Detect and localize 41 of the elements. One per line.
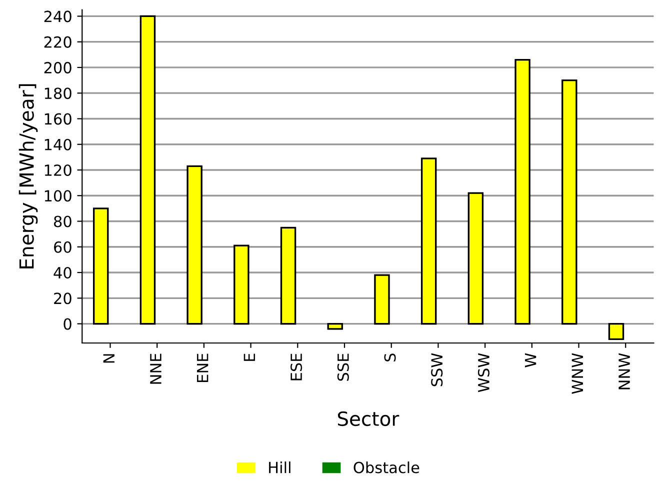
y-tick-label: 20	[54, 292, 72, 304]
y-tick-label: 60	[54, 241, 72, 253]
y-tick-label: 40	[54, 266, 72, 279]
x-tick-label: N	[103, 354, 114, 363]
bar	[374, 274, 390, 325]
y-tick-label: 180	[44, 88, 72, 100]
bar	[327, 322, 343, 330]
x-tick-label: NNW	[618, 353, 630, 390]
x-tick-label: E	[244, 354, 256, 361]
x-tick-label: SSW	[431, 353, 443, 386]
x-tick-label: ESE	[290, 354, 302, 380]
y-tick-label: 80	[54, 216, 72, 228]
x-tick-label: NNE	[150, 354, 162, 384]
bar	[140, 15, 156, 325]
x-tick-label: ENE	[197, 354, 208, 382]
bar	[468, 192, 484, 325]
x-tick-label: WNW	[572, 353, 583, 394]
y-tick-label: 220	[44, 36, 72, 48]
bar	[280, 226, 296, 325]
x-tick-label: SSE	[337, 354, 349, 381]
x-tick-label: W	[524, 353, 536, 368]
bar	[514, 58, 530, 325]
legend-label: Hill	[269, 461, 290, 474]
y-tick-label: 120	[44, 164, 72, 176]
x-tick-label: S	[384, 354, 396, 362]
y-tick-label: 140	[44, 138, 72, 150]
x-tick-label: WSW	[478, 353, 490, 392]
y-tick-label: 200	[44, 62, 72, 74]
bar	[93, 208, 109, 325]
y-tick-label: 160	[44, 113, 72, 125]
bar	[186, 165, 202, 325]
bar	[608, 322, 624, 340]
y-tick-label: 0	[64, 318, 72, 330]
bar	[234, 244, 250, 325]
bar	[420, 158, 437, 325]
bar	[562, 79, 578, 325]
y-tick-label: 100	[44, 190, 72, 202]
y-tick-label: 240	[44, 10, 72, 22]
legend-label: Obstacle	[354, 461, 420, 474]
x-axis-title: Sector	[338, 411, 400, 426]
y-axis-title: Energy [MWh/year]	[18, 84, 38, 268]
